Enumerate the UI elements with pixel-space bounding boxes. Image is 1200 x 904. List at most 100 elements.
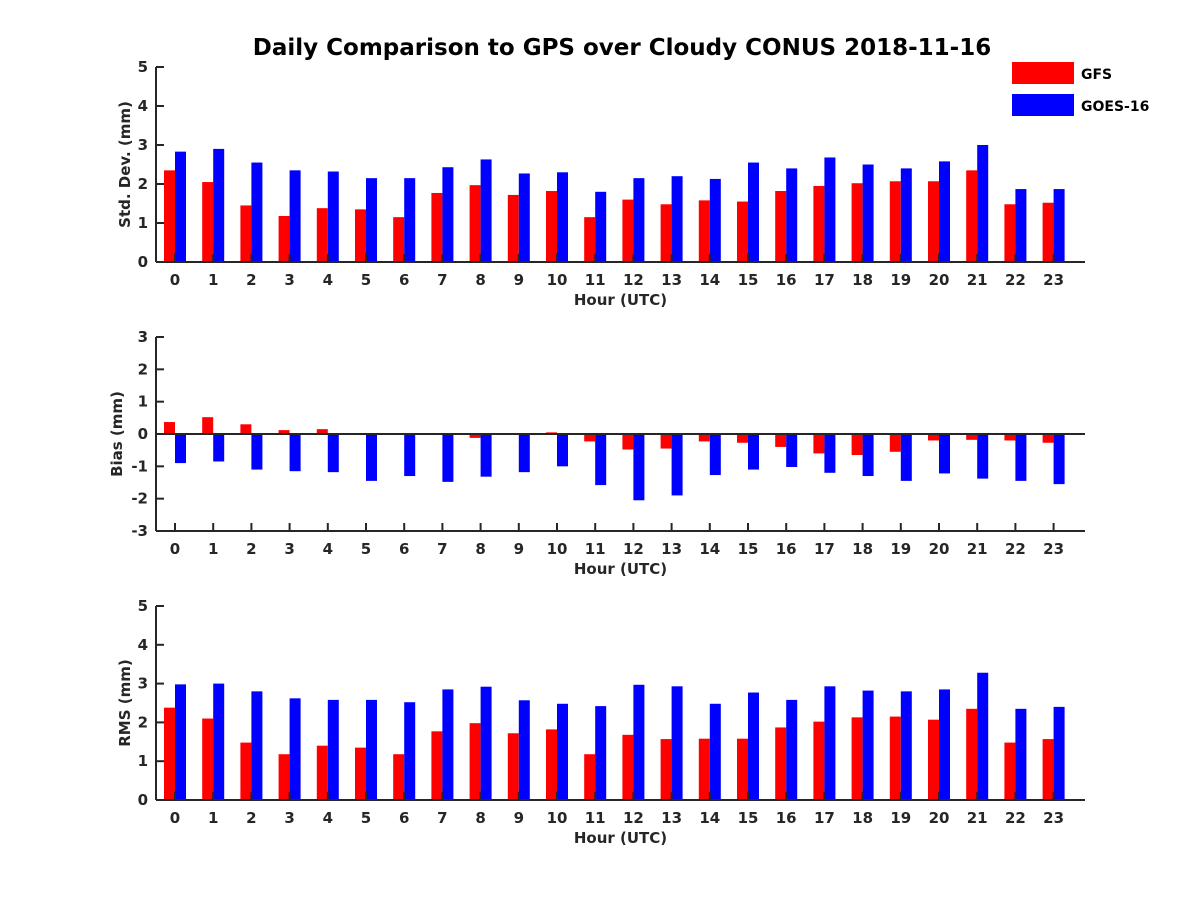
bias-xtick-label: 20 [929, 540, 950, 558]
rms-bar-gfs-18 [852, 717, 863, 800]
std-dev-xtick-label: 2 [246, 271, 256, 289]
rms-bar-gfs-5 [355, 748, 366, 800]
rms-xtick-label: 16 [776, 809, 797, 827]
bias-xtick-label: 7 [437, 540, 447, 558]
std-dev-xtick-label: 8 [475, 271, 485, 289]
bias-bar-gfs-11 [584, 434, 595, 441]
bias-bar-goes16-2 [251, 434, 262, 470]
rms-xtick-label: 3 [284, 809, 294, 827]
bias-bar-goes16-13 [672, 434, 683, 495]
bias-ytick-label: 1 [138, 393, 148, 411]
rms-bar-gfs-19 [890, 717, 901, 800]
std-dev-bar-goes16-22 [1015, 189, 1026, 262]
rms-bar-goes16-0 [175, 684, 186, 800]
std-dev-bar-goes16-10 [557, 172, 568, 262]
bias-bar-goes16-14 [710, 434, 721, 475]
rms-bar-goes16-7 [442, 689, 453, 800]
rms-ytick-label: 2 [138, 713, 148, 731]
std-dev-ytick-label: 4 [138, 97, 148, 115]
bias-bar-goes16-3 [290, 434, 301, 471]
rms-bar-goes16-3 [290, 698, 301, 800]
bias-xtick-label: 11 [585, 540, 606, 558]
std-dev-bar-gfs-6 [393, 217, 404, 262]
rms-bar-gfs-2 [240, 743, 251, 800]
bias-bar-goes16-4 [328, 434, 339, 472]
bias-bar-goes16-15 [748, 434, 759, 470]
std-dev-xtick-label: 13 [661, 271, 682, 289]
legend-label-goes16: GOES-16 [1081, 99, 1149, 115]
bias-bar-goes16-8 [481, 434, 492, 477]
std-dev-xtick-label: 14 [699, 271, 720, 289]
bias-bar-goes16-17 [824, 434, 835, 473]
std-dev-bar-gfs-20 [928, 181, 939, 262]
rms-xtick-label: 18 [852, 809, 873, 827]
bias-xtick-label: 23 [1043, 540, 1064, 558]
bias-ytick-label: 2 [138, 360, 148, 378]
bias-bar-goes16-23 [1054, 434, 1065, 484]
bias-xtick-label: 19 [890, 540, 911, 558]
rms-bar-goes16-13 [672, 686, 683, 800]
bias-bar-goes16-16 [786, 434, 797, 467]
bias-bar-gfs-15 [737, 434, 748, 443]
bias-xtick-label: 21 [967, 540, 988, 558]
rms-bar-goes16-12 [633, 685, 644, 800]
bias-xtick-label: 22 [1005, 540, 1026, 558]
bias-bar-gfs-0 [164, 422, 175, 434]
bias-xtick-label: 0 [170, 540, 180, 558]
rms-bar-gfs-10 [546, 729, 557, 800]
bias-bar-gfs-19 [890, 434, 901, 452]
std-dev-xtick-label: 20 [929, 271, 950, 289]
rms-bar-gfs-1 [202, 719, 213, 800]
std-dev-bar-goes16-4 [328, 172, 339, 262]
rms-bar-gfs-14 [699, 739, 710, 800]
std-dev-bar-gfs-0 [164, 170, 175, 262]
bias-xtick-label: 8 [475, 540, 485, 558]
rms-xtick-label: 12 [623, 809, 644, 827]
bias-xtick-label: 6 [399, 540, 409, 558]
std-dev-bar-goes16-20 [939, 161, 950, 262]
rms-bar-goes16-4 [328, 700, 339, 800]
std-dev-bar-gfs-11 [584, 217, 595, 262]
std-dev-bar-gfs-18 [852, 183, 863, 262]
rms-y-axis-label: RMS (mm) [116, 659, 134, 746]
rms-bar-goes16-9 [519, 700, 530, 800]
rms-xtick-label: 6 [399, 809, 409, 827]
rms-xtick-label: 14 [699, 809, 720, 827]
rms-bar-gfs-8 [470, 723, 481, 800]
std-dev-bar-gfs-21 [966, 170, 977, 262]
rms-ytick-label: 4 [138, 636, 148, 654]
bias-bar-goes16-19 [901, 434, 912, 481]
rms-bar-goes16-15 [748, 693, 759, 800]
std-dev-bar-goes16-21 [977, 145, 988, 262]
std-dev-xtick-label: 15 [738, 271, 759, 289]
std-dev-bar-goes16-16 [786, 168, 797, 262]
std-dev-bar-gfs-9 [508, 195, 519, 262]
bias-bar-gfs-14 [699, 434, 710, 441]
bias-bar-gfs-18 [852, 434, 863, 455]
legend-swatch-goes16 [1012, 94, 1074, 116]
rms-bar-goes16-18 [863, 691, 874, 800]
bias-xtick-label: 14 [699, 540, 720, 558]
legend-swatch-gfs [1012, 62, 1074, 84]
std-dev-bar-goes16-2 [251, 163, 262, 262]
bias-bar-gfs-2 [240, 424, 251, 434]
std-dev-bar-goes16-11 [595, 192, 606, 262]
rms-bar-goes16-10 [557, 704, 568, 800]
bias-x-axis-label: Hour (UTC) [574, 560, 667, 578]
rms-bar-goes16-2 [251, 691, 262, 800]
rms-xtick-label: 13 [661, 809, 682, 827]
rms-ytick-label: 0 [138, 791, 148, 809]
std-dev-bar-gfs-16 [775, 191, 786, 262]
rms-bar-goes16-1 [213, 684, 224, 800]
std-dev-bar-goes16-8 [481, 159, 492, 262]
std-dev-bar-goes16-1 [213, 149, 224, 262]
bias-xtick-label: 18 [852, 540, 873, 558]
bias-bar-goes16-18 [863, 434, 874, 476]
std-dev-xtick-label: 12 [623, 271, 644, 289]
rms-bar-gfs-12 [622, 735, 633, 800]
bias-bar-goes16-7 [442, 434, 453, 482]
bias-bar-gfs-17 [813, 434, 824, 453]
std-dev-ytick-label: 0 [138, 253, 148, 271]
